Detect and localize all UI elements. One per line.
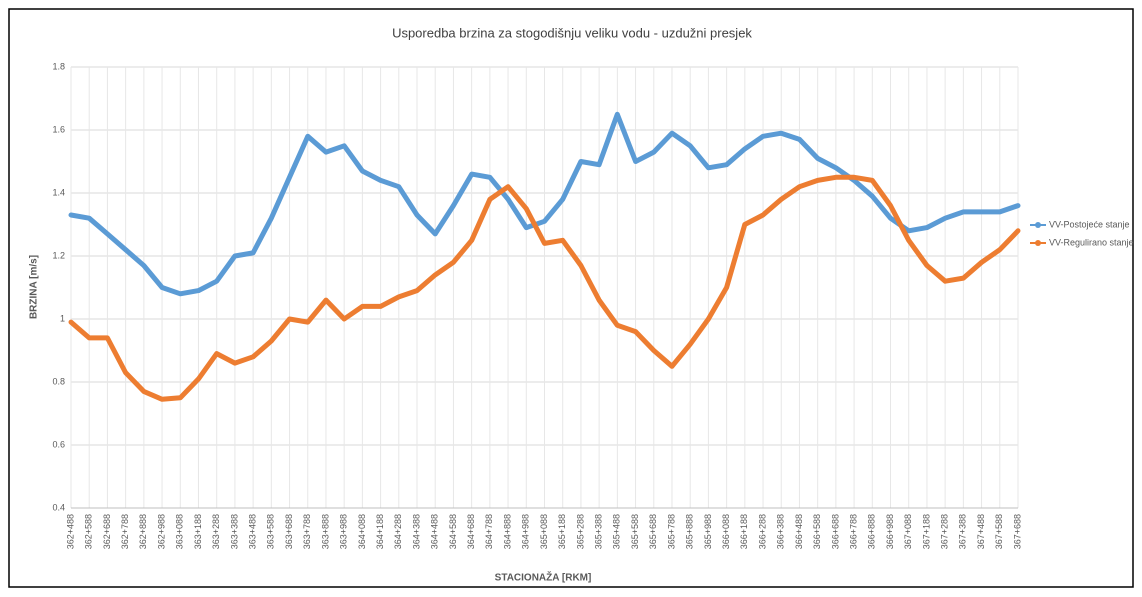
legend-marker (1035, 222, 1041, 228)
x-tick-label: 365+288 (575, 514, 585, 549)
x-tick-label: 362+588 (84, 514, 94, 549)
x-tick-label: 365+588 (630, 514, 640, 549)
y-tick-label: 0.4 (52, 502, 65, 512)
x-tick-label: 366+988 (885, 514, 895, 549)
x-tick-label: 362+788 (120, 514, 130, 549)
y-tick-label: 1.6 (52, 124, 65, 134)
x-tick-label: 366+488 (794, 514, 804, 549)
x-tick-label: 362+488 (65, 514, 75, 549)
x-tick-label: 364+788 (484, 514, 494, 549)
x-tick-label: 365+888 (685, 514, 695, 549)
x-tick-label: 366+388 (776, 514, 786, 549)
x-tick-label: 366+688 (830, 514, 840, 549)
legend-label: VV-Postojeće stanje (1049, 219, 1130, 229)
x-tick-label: 362+888 (138, 514, 148, 549)
x-tick-label: 365+988 (703, 514, 713, 549)
x-tick-label: 364+988 (521, 514, 531, 549)
y-tick-label: 1.4 (52, 187, 65, 197)
x-tick-label: 363+188 (193, 514, 203, 549)
x-tick-label: 363+988 (339, 514, 349, 549)
x-tick-label: 363+688 (284, 514, 294, 549)
x-tick-label: 362+988 (156, 514, 166, 549)
x-tick-label: 365+688 (648, 514, 658, 549)
x-tick-label: 365+388 (594, 514, 604, 549)
x-tick-label: 364+488 (430, 514, 440, 549)
x-tick-label: 364+688 (466, 514, 476, 549)
x-tick-label: 364+288 (393, 514, 403, 549)
x-tick-label: 366+588 (812, 514, 822, 549)
x-tick-label: 365+488 (612, 514, 622, 549)
legend-marker (1035, 240, 1041, 246)
x-tick-label: 367+588 (994, 514, 1004, 549)
y-tick-label: 1.8 (52, 61, 65, 71)
x-tick-label: 364+088 (357, 514, 367, 549)
x-tick-label: 363+488 (247, 514, 257, 549)
x-tick-label: 363+888 (320, 514, 330, 549)
series-line (68, 174, 1021, 402)
x-tick-label: 364+588 (448, 514, 458, 549)
x-tick-label: 363+388 (229, 514, 239, 549)
chart-title: Usporedba brzina za stogodišnju veliku v… (392, 25, 752, 40)
legend-label: VV-Regulirano stanje (1049, 237, 1134, 247)
y-tick-label: 0.8 (52, 376, 65, 386)
x-tick-label: 367+388 (958, 514, 968, 549)
x-tick-label: 364+188 (375, 514, 385, 549)
chart-frame (8, 8, 1134, 588)
x-tick-label: 363+088 (175, 514, 185, 549)
x-tick-label: 365+188 (557, 514, 567, 549)
x-tick-label: 367+188 (921, 514, 931, 549)
x-axis-label: STACIONAŽA [RKM] (495, 571, 592, 584)
x-tick-label: 367+088 (903, 514, 913, 549)
y-tick-label: 1 (60, 313, 65, 323)
x-tick-label: 364+888 (502, 514, 512, 549)
x-tick-label: 362+688 (102, 514, 112, 549)
x-tick-label: 365+088 (539, 514, 549, 549)
x-tick-label: 366+188 (739, 514, 749, 549)
x-tick-label: 365+788 (666, 514, 676, 549)
y-tick-label: 1.2 (52, 250, 65, 260)
x-tick-label: 366+288 (757, 514, 767, 549)
x-tick-label: 367+288 (940, 514, 950, 549)
x-tick-label: 364+388 (411, 514, 421, 549)
x-tick-label: 366+088 (721, 514, 731, 549)
x-tick-label: 363+588 (266, 514, 276, 549)
x-tick-label: 366+888 (867, 514, 877, 549)
x-tick-label: 367+688 (1012, 514, 1022, 549)
x-tick-label: 363+788 (302, 514, 312, 549)
y-tick-label: 0.6 (52, 439, 65, 449)
y-axis-label: BRZINA [m/s] (29, 255, 40, 319)
x-tick-label: 367+488 (976, 514, 986, 549)
series-line (68, 111, 1021, 297)
x-tick-label: 366+788 (848, 514, 858, 549)
x-tick-label: 363+288 (211, 514, 221, 549)
